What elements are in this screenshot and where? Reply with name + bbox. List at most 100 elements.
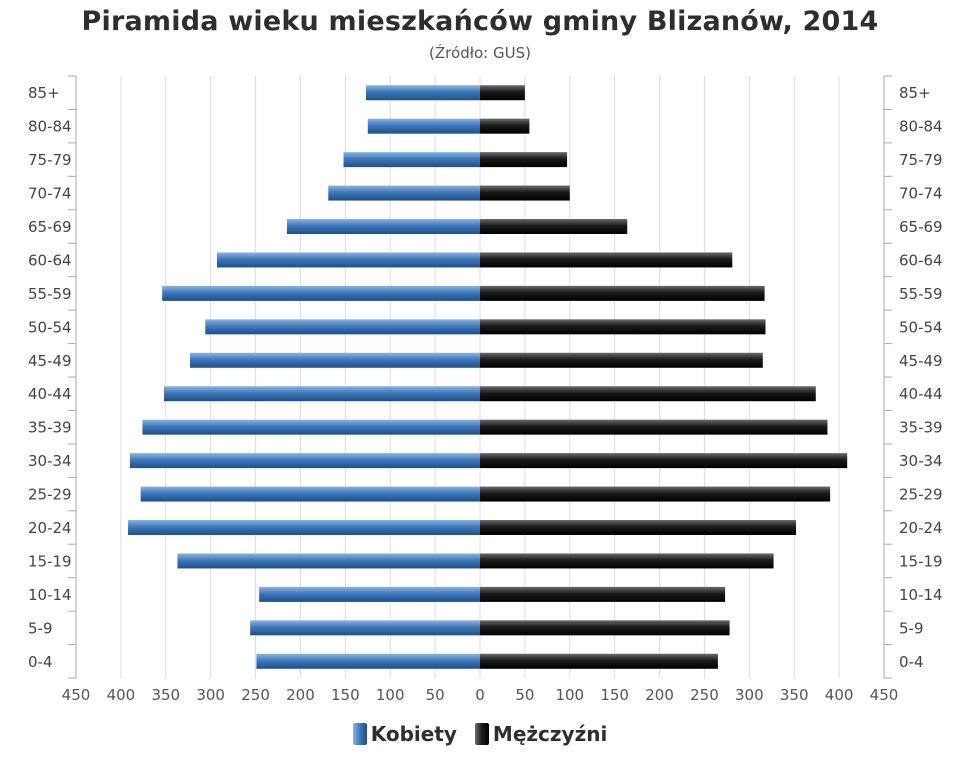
category-label-right: 50-54: [899, 318, 943, 336]
axis-layer: [68, 75, 892, 679]
category-label-right: 55-59: [899, 285, 943, 303]
bar-kobiety: [128, 520, 480, 535]
category-label-left: 25-29: [28, 486, 72, 504]
x-tick-label: 150: [600, 686, 629, 704]
bar-kobiety: [328, 185, 480, 201]
category-label-right: 35-39: [899, 419, 943, 437]
category-label-left: 50-54: [28, 318, 72, 336]
bar-mezczyzni: [480, 285, 765, 301]
category-label-right: 40-44: [899, 385, 943, 403]
bar-mezczyzni: [480, 85, 525, 101]
legend-item-mezczyzni[interactable]: Mężczyźni: [474, 722, 607, 746]
bar-mezczyzni: [480, 620, 730, 636]
bar-kobiety: [190, 352, 481, 368]
bar-kobiety: [365, 85, 480, 101]
label-layer: 450 400 350 300 250 200 150 100 50 0 50 100 150 200 25…: [28, 84, 943, 704]
category-label-left: 30-34: [28, 452, 72, 470]
bar-mezczyzni: [480, 486, 831, 502]
x-tick-label: 50: [426, 686, 445, 704]
category-label-right: 70-74: [899, 185, 943, 203]
chart-title: Piramida wieku mieszkańców gminy Blizanó…: [81, 6, 879, 37]
x-tick-label: 400: [825, 686, 854, 704]
category-label-right: 25-29: [899, 486, 943, 504]
category-label-left: 85+: [28, 84, 60, 102]
x-tick-label: 450: [870, 686, 899, 704]
x-tick-label: 250: [690, 686, 719, 704]
category-label-right: 30-34: [899, 452, 943, 470]
x-tick-label: 100: [555, 686, 584, 704]
bar-mezczyzni: [480, 352, 763, 368]
x-tick-label: 300: [196, 686, 225, 704]
bar-mezczyzni: [480, 219, 628, 234]
x-tick-label: 150: [331, 686, 360, 704]
bar-mezczyzni: [480, 520, 797, 535]
bar-mezczyzni: [480, 653, 718, 669]
bar-mezczyzni: [480, 386, 816, 402]
x-tick-label: 250: [241, 686, 270, 704]
category-label-right: 5-9: [899, 619, 924, 637]
category-label-left: 45-49: [28, 352, 72, 370]
bar-mezczyzni: [480, 152, 568, 168]
bar-kobiety: [142, 419, 481, 435]
bar-kobiety: [250, 620, 480, 636]
bar-mezczyzni: [480, 553, 774, 569]
category-label-left: 40-44: [28, 385, 72, 403]
bar-mezczyzni: [480, 118, 530, 134]
category-label-right: 60-64: [899, 251, 943, 269]
category-label-left: 15-19: [28, 552, 72, 570]
bar-mezczyzni: [480, 586, 726, 602]
x-tick-label: 200: [286, 686, 315, 704]
chart-subtitle: (Źródło: GUS): [429, 44, 531, 62]
category-label-left: 65-69: [28, 218, 72, 236]
bar-kobiety: [256, 653, 480, 669]
bar-kobiety: [163, 386, 480, 402]
bar-mezczyzni: [480, 319, 766, 335]
x-tick-label: 450: [62, 686, 91, 704]
x-tick-label: 100: [376, 686, 405, 704]
legend: Kobiety Mężczyźni: [0, 722, 960, 746]
bar-mezczyzni: [480, 453, 848, 469]
x-tick-label: 200: [645, 686, 674, 704]
bar-kobiety: [343, 152, 480, 168]
bar-kobiety: [259, 586, 480, 602]
bar-kobiety: [162, 285, 481, 301]
category-label-left: 20-24: [28, 519, 72, 537]
category-label-right: 65-69: [899, 218, 943, 236]
bar-kobiety: [216, 252, 480, 268]
category-label-left: 60-64: [28, 251, 72, 269]
category-label-right: 45-49: [899, 352, 943, 370]
category-label-right: 75-79: [899, 151, 943, 169]
bar-kobiety: [286, 219, 480, 234]
category-label-right: 20-24: [899, 519, 943, 537]
bar-kobiety: [140, 486, 480, 502]
bar-kobiety: [367, 118, 480, 134]
category-label-right: 80-84: [899, 118, 943, 136]
category-label-left: 0-4: [28, 653, 53, 671]
x-tick-label: 400: [107, 686, 136, 704]
category-label-right: 15-19: [899, 552, 943, 570]
legend-swatch-mezczyzni: [474, 723, 489, 745]
bar-mezczyzni: [480, 185, 570, 201]
x-tick-label: 350: [780, 686, 809, 704]
bar-kobiety: [177, 553, 480, 569]
bar-kobiety: [129, 453, 480, 469]
category-label-left: 5-9: [28, 619, 53, 637]
x-tick-label: 50: [515, 686, 534, 704]
legend-label-kobiety: Kobiety: [370, 722, 457, 746]
category-label-left: 80-84: [28, 118, 72, 136]
bar-layer: [128, 85, 848, 669]
category-label-left: 35-39: [28, 419, 72, 437]
bar-mezczyzni: [480, 252, 733, 268]
bar-kobiety: [205, 319, 480, 335]
category-label-left: 10-14: [28, 586, 72, 604]
x-tick-label: 350: [151, 686, 180, 704]
category-label-right: 0-4: [899, 653, 924, 671]
bar-mezczyzni: [480, 419, 828, 435]
x-tick-label: 300: [735, 686, 764, 704]
legend-item-kobiety[interactable]: Kobiety: [352, 722, 457, 746]
category-label-left: 70-74: [28, 185, 72, 203]
legend-swatch-kobiety: [352, 723, 367, 745]
category-label-left: 55-59: [28, 285, 72, 303]
category-label-left: 75-79: [28, 151, 72, 169]
category-label-right: 10-14: [899, 586, 943, 604]
